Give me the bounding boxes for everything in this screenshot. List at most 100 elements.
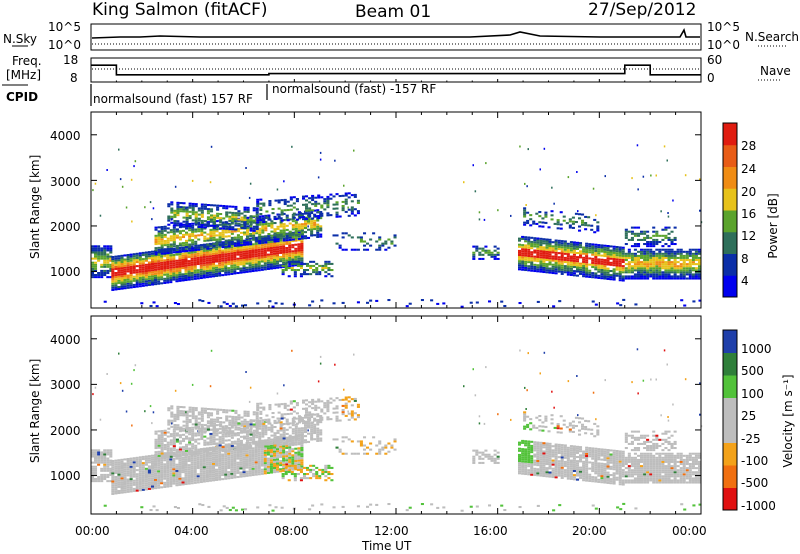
power-cell — [545, 242, 549, 245]
power-cell — [178, 269, 182, 272]
power-cell — [103, 274, 107, 277]
power-cell — [191, 207, 195, 210]
velocity-cell — [249, 436, 253, 439]
power-cell — [655, 174, 657, 177]
power-cell — [257, 246, 261, 249]
power-cell — [197, 230, 201, 233]
power-cell — [576, 270, 580, 273]
velocity-cell — [185, 454, 189, 457]
power-cell — [381, 242, 385, 245]
velocity-cell — [245, 460, 249, 463]
power-cell — [203, 207, 207, 210]
power-cell — [126, 274, 130, 277]
velocity-cell — [261, 443, 265, 446]
power-cell — [667, 261, 671, 264]
power-cell — [304, 222, 308, 225]
power-cell — [243, 206, 247, 209]
power-cell — [114, 267, 118, 270]
power-cell — [545, 267, 549, 270]
power-cell — [591, 272, 595, 275]
power-cell — [269, 259, 273, 262]
power-cell — [545, 269, 549, 272]
velocity-cell — [282, 439, 286, 442]
power-cell — [536, 241, 540, 244]
power-cell — [381, 244, 385, 247]
power-cell — [630, 259, 634, 262]
power-cell — [248, 251, 252, 254]
velocity-cell — [261, 439, 265, 442]
power-cell — [160, 250, 164, 253]
velocity-cell — [291, 454, 295, 457]
velocity-cell — [129, 480, 133, 483]
power-cell — [335, 234, 339, 237]
power-cell — [524, 236, 528, 239]
power-cell — [260, 256, 264, 259]
power-cell — [191, 179, 194, 182]
power-cell — [375, 240, 379, 243]
velocity-cell — [126, 470, 130, 473]
power-cell — [560, 258, 564, 261]
power-cell — [157, 264, 161, 267]
power-cell — [230, 230, 234, 233]
velocity-cell — [212, 469, 216, 472]
velocity-cell — [106, 469, 110, 472]
velocity-cell — [160, 467, 164, 470]
velocity-cell — [123, 478, 127, 481]
power-cell — [166, 252, 170, 255]
power-cell — [163, 225, 167, 228]
power-cell — [606, 263, 610, 266]
power-cell — [236, 267, 240, 270]
power-cell — [248, 268, 252, 271]
power-cell — [94, 269, 98, 272]
velocity-cell — [230, 434, 234, 437]
power-cell — [191, 222, 195, 225]
power-cell — [210, 145, 213, 148]
power-cell — [287, 275, 291, 278]
velocity-cell — [288, 436, 292, 439]
power-cell — [640, 261, 644, 264]
velocity-cbar-tick-500: 500 — [741, 364, 764, 378]
velocity-cell — [300, 416, 304, 419]
power-cell — [199, 262, 203, 265]
power-cell — [293, 273, 297, 276]
velocity-cell — [270, 438, 274, 441]
power-cell — [563, 258, 567, 261]
noise-left-tick-low: 10^0 — [48, 38, 81, 52]
velocity-cell — [184, 483, 188, 486]
power-cell — [218, 223, 222, 226]
power-cell — [691, 259, 695, 262]
velocity-cell — [260, 456, 264, 459]
power-cell — [643, 238, 647, 241]
power-cell — [569, 247, 573, 250]
power-cell — [631, 177, 633, 180]
power-cell — [157, 274, 161, 277]
velocity-cell — [129, 478, 133, 481]
power-cell — [228, 228, 232, 231]
power-cell — [664, 236, 668, 239]
power-cell — [496, 247, 500, 250]
velocity-cell — [221, 463, 225, 466]
power-cell — [215, 220, 219, 223]
power-cell — [634, 303, 638, 306]
power-cell — [126, 260, 130, 263]
power-cell — [255, 209, 259, 212]
velocity-cell — [263, 466, 267, 469]
power-cell — [363, 232, 367, 235]
power-cell — [521, 254, 525, 257]
power-cell — [169, 266, 173, 269]
velocity-cell — [178, 451, 182, 454]
velocity-cell — [257, 471, 261, 474]
power-cell — [518, 243, 522, 246]
power-cell — [673, 252, 677, 255]
velocity-cell — [97, 478, 101, 481]
power-cell — [178, 277, 182, 280]
power-cell — [698, 275, 702, 278]
power-cell — [600, 248, 604, 251]
velocity-cell — [117, 467, 121, 470]
power-cell — [618, 256, 622, 259]
power-cell — [572, 243, 576, 246]
velocity-cell — [175, 438, 179, 441]
power-cell — [609, 255, 613, 258]
power-cell — [276, 260, 280, 263]
velocity-cell — [97, 457, 101, 460]
